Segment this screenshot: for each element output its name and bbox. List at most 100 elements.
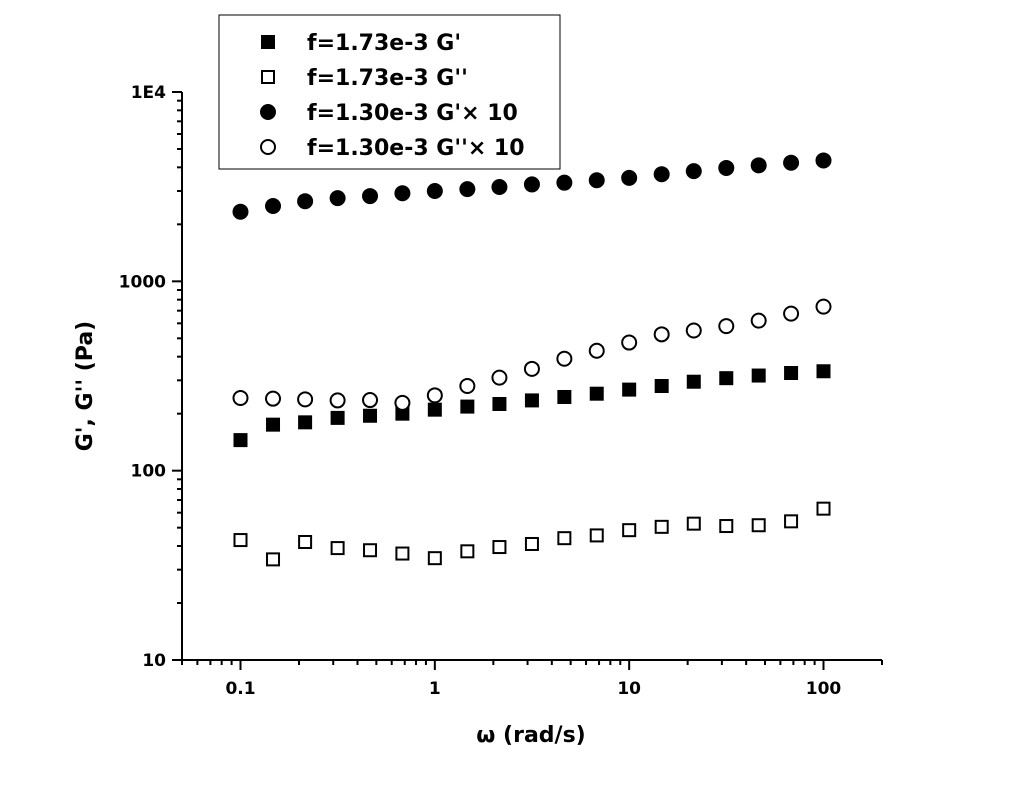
data-point <box>426 387 443 404</box>
series-layer <box>232 152 832 567</box>
data-point <box>718 318 735 335</box>
data-point <box>685 163 702 180</box>
data-point <box>653 166 670 183</box>
data-point <box>816 364 831 379</box>
data-point <box>524 536 539 551</box>
legend-label: f=1.73e-3 G'' <box>307 66 468 91</box>
y-tick-label: 100 <box>131 462 167 482</box>
data-point <box>459 378 476 395</box>
x-tick-label: 100 <box>806 679 842 699</box>
plot-area: 0.1 1 10 100 10 100 1000 1E4 <box>119 83 883 699</box>
data-point <box>460 544 475 559</box>
data-point <box>589 386 604 401</box>
legend-label: f=1.30e-3 G''× 10 <box>307 136 525 161</box>
legend-marker <box>260 139 276 155</box>
data-point <box>298 534 313 549</box>
legend-item: f=1.30e-3 G'× 10 <box>260 101 518 126</box>
data-point <box>233 433 248 448</box>
series-3 <box>232 152 832 220</box>
data-point <box>266 417 281 432</box>
data-point <box>298 415 313 430</box>
x-tick-label: 10 <box>617 679 641 699</box>
data-point <box>329 392 346 409</box>
data-point <box>556 174 573 191</box>
data-point <box>622 523 637 538</box>
data-point <box>491 369 508 386</box>
legend-box <box>218 14 561 170</box>
data-point <box>492 540 507 555</box>
data-point <box>588 342 605 359</box>
legend-label: f=1.73e-3 G' <box>307 31 461 56</box>
data-point <box>622 382 637 397</box>
data-point <box>329 190 346 207</box>
data-point <box>621 169 638 186</box>
data-point <box>394 185 411 202</box>
data-point <box>395 406 410 421</box>
legend-items: f=1.73e-3 G' f=1.73e-3 G'' f=1.30e-3 G'× 1… <box>260 31 525 161</box>
legend: f=1.73e-3 G' f=1.73e-3 G'' f=1.30e-3 G'× 1… <box>218 14 561 170</box>
data-point <box>718 159 735 176</box>
data-point <box>557 531 572 546</box>
data-point <box>783 305 800 322</box>
data-point <box>524 393 539 408</box>
legend-item: f=1.73e-3 G' <box>261 31 461 56</box>
data-point <box>654 519 669 534</box>
data-point <box>751 518 766 533</box>
data-point <box>266 552 281 567</box>
x-ticks: 0.1 1 10 100 <box>181 660 883 699</box>
data-point <box>297 193 314 210</box>
data-point <box>492 396 507 411</box>
data-point <box>362 392 379 409</box>
series-2 <box>233 501 831 567</box>
data-point <box>784 365 799 380</box>
data-point <box>363 408 378 423</box>
data-point <box>426 182 443 199</box>
data-point <box>784 514 799 529</box>
data-point <box>232 203 249 220</box>
data-point <box>751 368 766 383</box>
data-point <box>654 379 669 394</box>
data-point <box>265 197 282 214</box>
data-point <box>783 154 800 171</box>
legend-marker <box>260 104 276 120</box>
data-point <box>653 326 670 343</box>
data-point <box>362 188 379 205</box>
data-point <box>297 391 314 408</box>
data-point <box>427 402 442 417</box>
legend-marker <box>261 35 275 49</box>
y-axis-title: G', G'' (Pa) <box>73 321 98 452</box>
legend-item: f=1.30e-3 G''× 10 <box>260 136 525 161</box>
data-point <box>363 543 378 558</box>
series-1 <box>233 364 831 448</box>
data-point <box>719 519 734 534</box>
data-point <box>750 312 767 329</box>
data-point <box>394 394 411 411</box>
data-point <box>427 551 442 566</box>
y-tick-label: 10 <box>142 651 166 671</box>
data-point <box>815 298 832 315</box>
data-point <box>557 389 572 404</box>
data-point <box>330 410 345 425</box>
data-point <box>686 516 701 531</box>
data-point <box>685 322 702 339</box>
data-point <box>588 172 605 189</box>
data-point <box>460 399 475 414</box>
data-point <box>686 374 701 389</box>
data-point <box>815 152 832 169</box>
data-point <box>589 528 604 543</box>
y-tick-label: 1000 <box>119 272 166 292</box>
data-point <box>395 546 410 561</box>
data-point <box>265 390 282 407</box>
data-point <box>719 371 734 386</box>
data-point <box>523 360 540 377</box>
legend-item: f=1.73e-3 G'' <box>261 66 468 91</box>
x-axis-title: ω (rad/s) <box>476 723 585 748</box>
series-4 <box>232 298 832 411</box>
data-point <box>233 533 248 548</box>
data-point <box>556 350 573 367</box>
legend-label: f=1.30e-3 G'× 10 <box>307 101 518 126</box>
data-point <box>330 541 345 556</box>
data-point <box>232 389 249 406</box>
x-tick-label: 0.1 <box>225 679 255 699</box>
data-point <box>491 178 508 195</box>
